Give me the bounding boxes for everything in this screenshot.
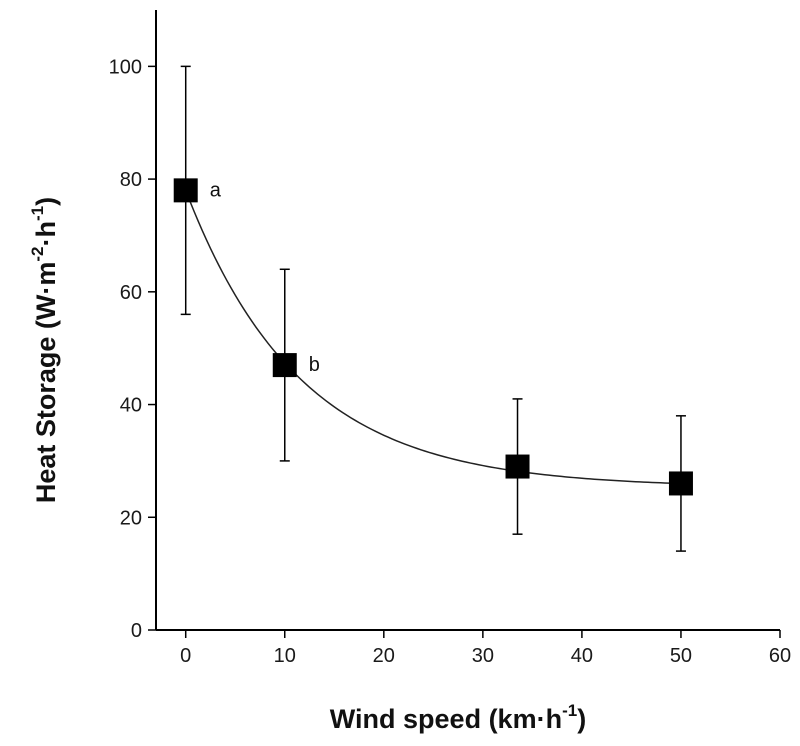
x-axis-title-close: ) [577, 704, 586, 734]
x-tick-label-40: 40 [571, 645, 593, 667]
x-tick-label-20: 20 [373, 645, 395, 667]
x-tick-label-60: 60 [769, 645, 791, 667]
y-axis-title-main: Heat Storage (W·m [31, 262, 61, 504]
y-axis-title-sup2: -1 [28, 206, 47, 221]
point-label-b: b [309, 354, 320, 376]
data-point-3 [668, 471, 693, 496]
y-tick-label-40: 40 [120, 395, 142, 417]
x-tick-label-10: 10 [274, 645, 296, 667]
fit-curve-group [185, 190, 681, 485]
data-points: ab [173, 178, 693, 496]
data-point-0 [173, 178, 198, 203]
y-tick-label-60: 60 [120, 282, 142, 304]
x-tick-label-50: 50 [670, 645, 692, 667]
axis-titles: Wind speed (km·h-1) Heat Storage (W·m-2·… [28, 197, 586, 734]
x-axis-title-sup: -1 [562, 701, 577, 720]
fit-curve [185, 190, 681, 485]
y-tick-label-100: 100 [109, 56, 142, 78]
point-label-a: a [210, 179, 222, 201]
y-axis-title-close: ) [31, 197, 61, 206]
x-tick-label-0: 0 [180, 645, 191, 667]
data-point-2 [505, 454, 530, 479]
y-axis-title-mid: ·h [31, 221, 61, 246]
x-tick-label-30: 30 [472, 645, 494, 667]
x-axis-title-main: Wind speed (km·h [330, 704, 562, 734]
y-tick-label-20: 20 [120, 507, 142, 529]
y-axis-title-sup1: -2 [28, 246, 47, 261]
data-point-1 [272, 353, 297, 378]
y-tick-label-0: 0 [131, 620, 142, 642]
axes: 0 10 20 30 40 50 60 0 20 40 60 80 100 [109, 10, 791, 667]
x-axis-title: Wind speed (km·h-1) [330, 701, 586, 734]
y-axis-title: Heat Storage (W·m-2·h-1) [28, 197, 61, 503]
error-bars [180, 65, 686, 552]
y-tick-label-80: 80 [120, 169, 142, 191]
